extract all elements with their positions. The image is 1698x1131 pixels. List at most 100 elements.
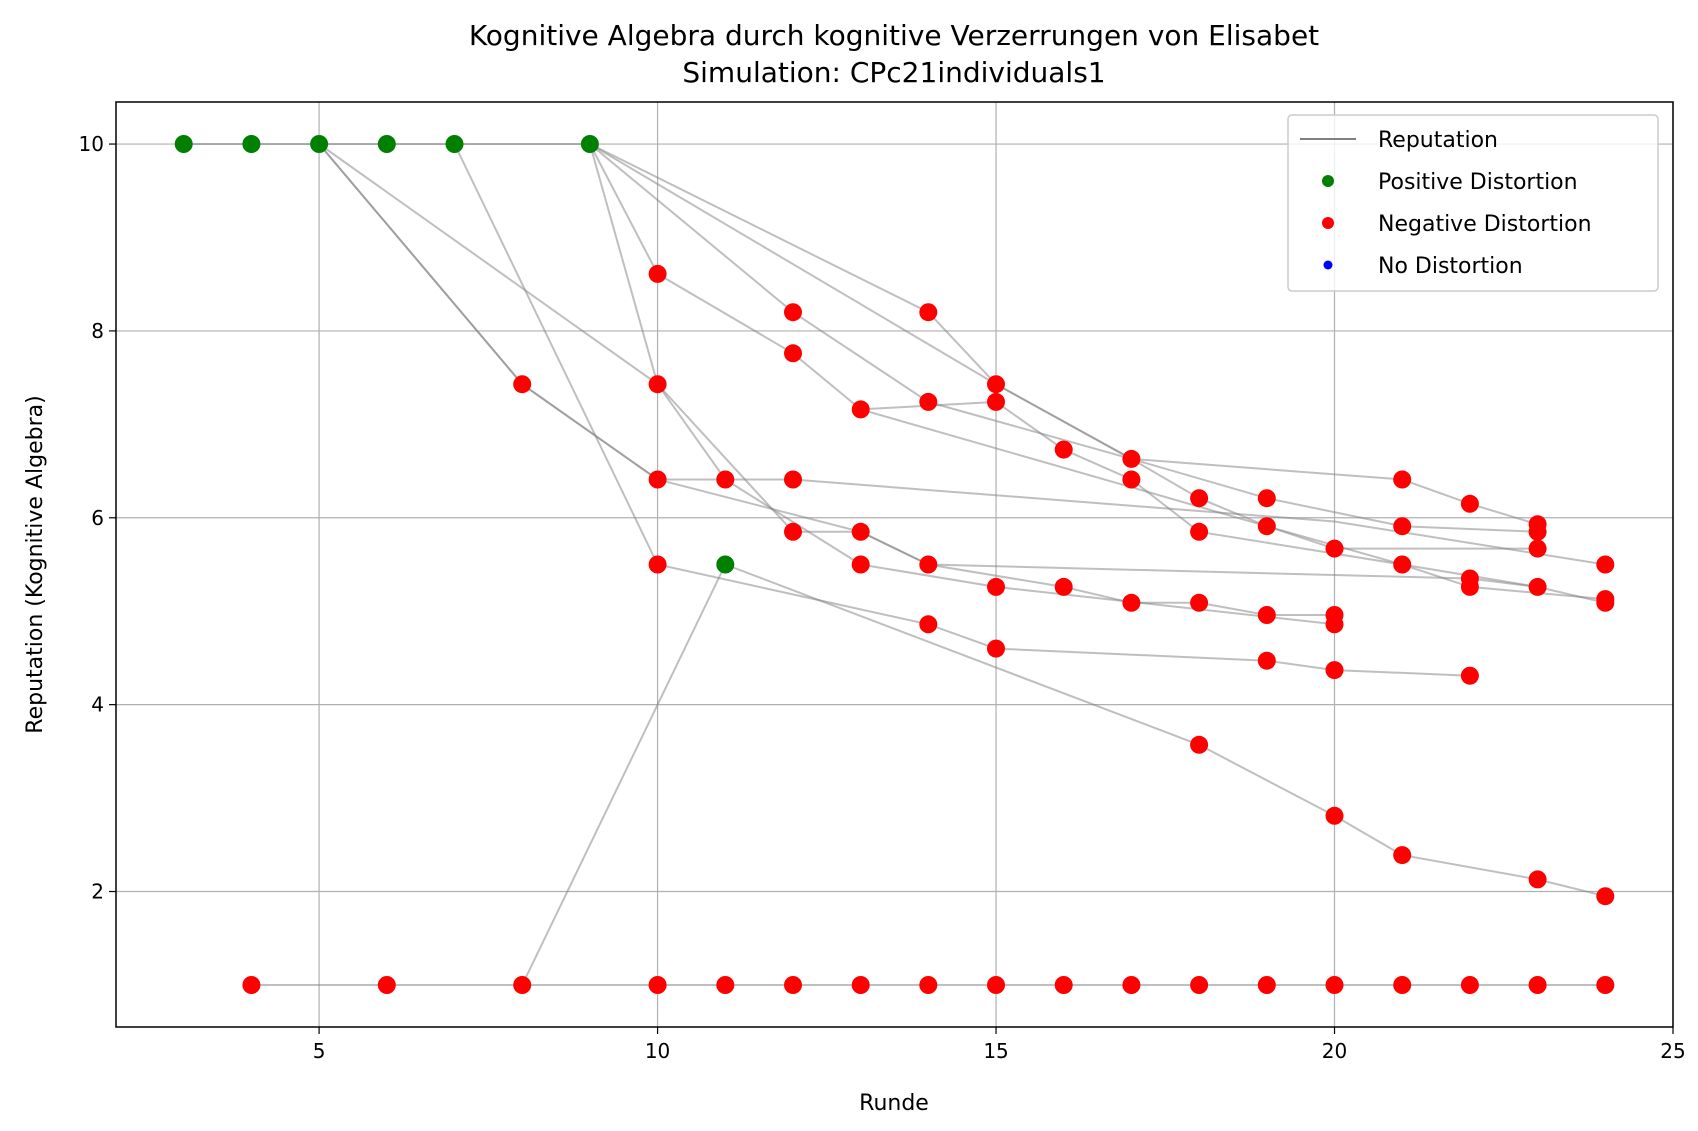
negative-distortion-marker [1596,555,1615,574]
reputation-line [318,143,1335,616]
y-tick-label: 10 [79,132,104,156]
negative-distortion-marker [1054,577,1073,596]
negative-distortion-marker [1393,517,1412,536]
negative-distortion-marker [513,375,532,394]
negative-distortion-marker [1257,606,1276,624]
positive-distortion-marker [174,135,193,153]
negative-distortion-marker [1460,577,1479,596]
legend-frame [1287,114,1659,292]
negative-distortion-marker [1596,887,1615,906]
legend-label-reputation: Reputation [1378,128,1498,153]
negative-distortion-marker [377,976,396,994]
negative-distortion-marker [1325,806,1344,825]
negative-distortion-marker [1190,976,1209,994]
negative-distortion-marker [851,400,870,419]
negative-distortion-marker [919,303,938,322]
legend-none-marker [1323,260,1333,270]
negative-distortion-marker [919,392,938,411]
negative-distortion-marker [987,639,1005,658]
negative-distortion-marker [1460,666,1479,685]
negative-distortion-marker [1054,976,1073,994]
reputation-line [860,408,1538,550]
negative-distortion-marker [1122,470,1141,489]
legend-label-none: No Distortion [1378,254,1523,279]
negative-distortion-marker [987,392,1005,411]
reputation-line [589,143,1538,533]
reputation-line [521,564,727,986]
negative-distortion-marker [1122,449,1141,468]
negative-distortion-marker [648,555,667,574]
negative-distortion-marker [851,555,870,574]
x-tick-label: 10 [645,1039,670,1063]
negative-distortion-marker [1528,976,1547,994]
negative-distortion-marker [1393,470,1412,489]
negative-distortion-marker [1393,846,1412,865]
reputation-line [724,563,1606,898]
x-tick-label: 5 [313,1039,326,1063]
negative-distortion-marker [987,976,1005,994]
negative-distortion-marker [851,522,870,541]
negative-distortion-marker [648,976,667,994]
x-axis-label: Runde [859,1091,929,1116]
positive-distortion-marker [716,555,735,574]
legend-label-positive: Positive Distortion [1378,170,1578,195]
legend: Reputation Positive Distortion Negative … [1287,114,1659,292]
negative-distortion-marker [1596,976,1615,994]
negative-distortion-marker [987,577,1005,596]
chart-subtitle: Simulation: CPc21individuals1 [682,56,1105,89]
negative-distortion-marker [1596,593,1615,612]
legend-label-negative: Negative Distortion [1378,212,1592,237]
negative-distortion-marker [1528,539,1547,558]
y-tick-label: 6 [91,506,104,530]
negative-distortion-marker [1257,517,1276,536]
legend-negative-marker [1322,217,1334,229]
negative-distortion-marker [1528,522,1547,541]
negative-distortion-marker [1257,976,1276,994]
negative-distortion-marker [919,615,938,634]
y-axis-ticks: 2 4 6 8 10 [79,132,116,904]
negative-distortion-marker [716,976,735,994]
negative-distortion-marker [1325,661,1344,680]
negative-distortion-marker [784,303,802,322]
negative-distortion-marker [1460,976,1479,994]
positive-distortion-marker [445,135,464,153]
negative-distortion-marker [919,976,938,994]
x-tick-label: 20 [1322,1039,1347,1063]
legend-positive-marker [1322,175,1334,187]
negative-distortion-marker [648,470,667,489]
x-axis-ticks: 5 10 15 20 25 [313,1027,1686,1063]
negative-distortion-marker [1528,577,1547,596]
negative-distortion-marker [919,555,938,574]
reputation-line [588,143,1335,626]
negative-distortion-marker [987,375,1005,394]
negative-distortion-marker [1325,615,1344,634]
chart-title: Kognitive Algebra durch kognitive Verzer… [469,19,1319,52]
negative-distortion-marker [1257,489,1276,508]
negative-distortion-marker [1122,593,1141,612]
negative-distortion-marker [784,470,802,489]
negative-distortion-marker [1325,539,1344,558]
negative-distortion-marker [242,976,261,994]
negative-distortion-marker [784,522,802,541]
plot-area-frame [115,101,1674,1028]
positive-distortion-marker [377,135,396,153]
y-tick-label: 8 [91,319,104,343]
reputation-line [589,143,1538,588]
x-tick-label: 15 [983,1039,1008,1063]
negative-distortion-marker [513,976,532,994]
negative-distortion-marker [784,976,802,994]
negative-distortion-marker [1122,976,1141,994]
negative-distortion-marker [1393,555,1412,574]
negative-distortion-marker [648,375,667,394]
negative-distortion-marker [1190,489,1209,508]
negative-distortion-marker [1460,494,1479,513]
negative-distortion-marker [1054,440,1073,459]
y-axis-label: Reputation (Kognitive Algebra) [23,395,48,733]
y-tick-label: 4 [91,693,104,717]
negative-distortion-marker [1393,976,1412,994]
negative-distortion-marker [1190,522,1209,541]
distortion-markers [174,135,1615,994]
positive-distortion-marker [310,135,329,153]
negative-distortion-marker [1528,870,1547,889]
